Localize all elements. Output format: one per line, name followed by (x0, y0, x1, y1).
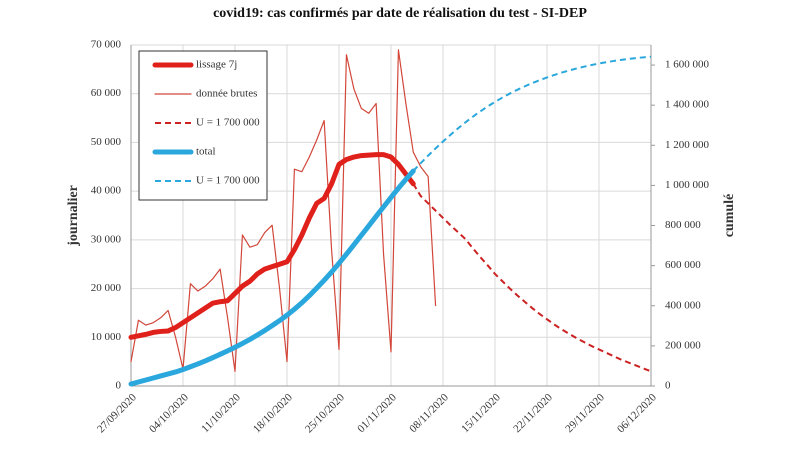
y2-tick-label: 800 000 (665, 219, 701, 231)
y-tick-label: 60 000 (91, 87, 122, 99)
y-tick-label: 20 000 (91, 282, 122, 294)
y2-axis-title: cumulé (722, 194, 737, 238)
y2-tick-label: 1 600 000 (665, 59, 710, 71)
legend-label: donnée brutes (196, 88, 257, 100)
y2-tick-label: 0 (665, 380, 671, 392)
y2-tick-label: 400 000 (665, 299, 701, 311)
legend-label: U = 1 700 000 (196, 175, 260, 187)
y2-tick-label: 1 400 000 (665, 99, 710, 111)
chart-title: covid19: cas confirmés par date de réali… (213, 6, 587, 21)
series-line (130, 49, 437, 372)
series-line (128, 152, 416, 340)
y-tick-label: 50 000 (91, 136, 122, 148)
y-tick-label: 70 000 (91, 39, 122, 51)
series-line (128, 168, 416, 387)
y-tick-label: 30 000 (91, 233, 122, 245)
y-tick-label: 0 (116, 380, 122, 392)
legend-label: lissage 7j (196, 59, 237, 71)
series-line (412, 55, 652, 172)
series-line (412, 183, 652, 373)
y2-tick-label: 200 000 (665, 339, 701, 351)
y-tick-label: 10 000 (91, 331, 122, 343)
y2-tick-label: 1 200 000 (665, 139, 710, 151)
legend-box (138, 50, 268, 201)
legend-label: U = 1 700 000 (196, 117, 260, 129)
y-axis-title: journalier (66, 185, 81, 247)
y2-tick-label: 1 000 000 (665, 179, 710, 191)
y2-tick-label: 600 000 (665, 259, 701, 271)
y-tick-label: 40 000 (91, 185, 122, 197)
legend-label: total (196, 146, 216, 158)
